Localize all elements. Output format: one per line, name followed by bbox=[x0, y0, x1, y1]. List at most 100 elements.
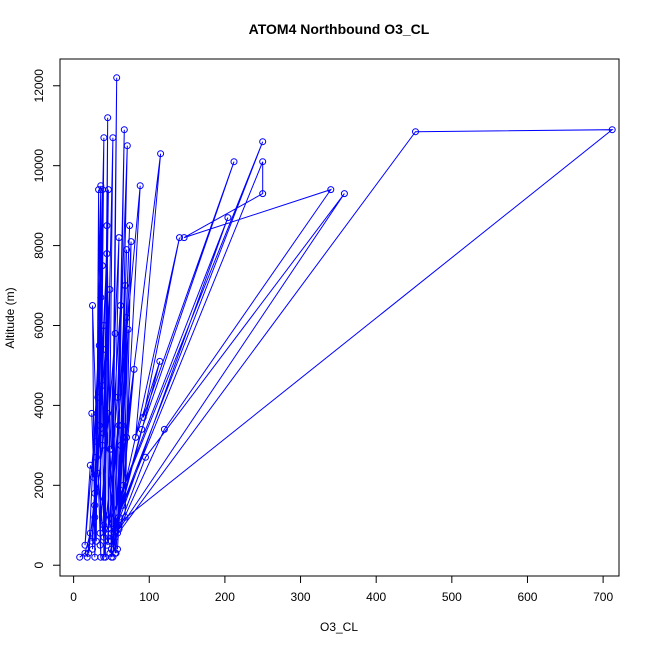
data-point bbox=[106, 549, 114, 557]
data-point bbox=[104, 114, 112, 122]
data-point bbox=[111, 533, 119, 541]
data-point bbox=[119, 501, 127, 509]
x-tick-label: 0 bbox=[70, 590, 77, 604]
data-point bbox=[117, 302, 124, 309]
data-point bbox=[94, 393, 102, 401]
data-point bbox=[88, 409, 96, 417]
y-tick-label: 4000 bbox=[32, 392, 46, 419]
data-point bbox=[115, 234, 123, 242]
data-point bbox=[340, 190, 348, 198]
data-point bbox=[142, 453, 149, 461]
x-tick-label: 400 bbox=[366, 590, 386, 604]
data-point bbox=[113, 74, 121, 82]
data-point bbox=[98, 441, 106, 449]
data-point bbox=[157, 150, 165, 158]
data-point bbox=[107, 537, 115, 545]
data-point bbox=[608, 126, 616, 134]
data-point bbox=[100, 429, 108, 437]
x-axis: 0 100 200 300 400 500 600 700 bbox=[70, 576, 613, 604]
data-point bbox=[92, 537, 100, 545]
data-point bbox=[132, 433, 140, 441]
data-point bbox=[91, 513, 99, 521]
data-point bbox=[97, 294, 105, 301]
data-point bbox=[100, 521, 108, 529]
data-point bbox=[115, 513, 123, 521]
data-point bbox=[109, 134, 117, 142]
x-tick-label: 100 bbox=[139, 590, 159, 604]
data-point bbox=[160, 425, 168, 433]
data-point bbox=[97, 182, 105, 190]
data-point bbox=[106, 286, 114, 293]
data-point bbox=[138, 425, 146, 433]
data-point bbox=[121, 282, 129, 289]
x-tick-label: 600 bbox=[517, 590, 537, 604]
data-point bbox=[115, 525, 123, 533]
data-point bbox=[123, 142, 131, 150]
data-point bbox=[120, 433, 127, 441]
data-point bbox=[412, 128, 419, 136]
data-point bbox=[100, 553, 108, 561]
data-point bbox=[120, 481, 127, 489]
data-point bbox=[224, 214, 232, 222]
data-point bbox=[130, 365, 138, 373]
data-point bbox=[103, 222, 111, 230]
data-point bbox=[98, 381, 106, 389]
data-point bbox=[111, 330, 119, 337]
data-point bbox=[103, 250, 111, 258]
data-point bbox=[100, 134, 108, 142]
data-point bbox=[115, 521, 123, 529]
data-point bbox=[91, 553, 99, 561]
data-point bbox=[96, 541, 104, 549]
chart-title: ATOM4 Northbound O3_CL bbox=[249, 21, 430, 37]
y-axis: 0 2000 4000 6000 8000 10000 12000 bbox=[32, 69, 60, 569]
data-point bbox=[101, 346, 109, 353]
data-point bbox=[123, 246, 131, 254]
data-point bbox=[109, 533, 117, 541]
x-tick-label: 700 bbox=[593, 590, 613, 604]
data-point bbox=[139, 413, 147, 421]
y-axis-label: Altitude (m) bbox=[3, 287, 17, 348]
data-point bbox=[104, 537, 112, 545]
data-point bbox=[104, 409, 112, 417]
data-point bbox=[95, 342, 103, 349]
data-point bbox=[180, 234, 188, 242]
data-point bbox=[86, 529, 94, 537]
data-point bbox=[327, 186, 335, 194]
x-axis-label: O3_CL bbox=[320, 620, 358, 634]
data-point bbox=[88, 537, 96, 545]
y-tick-label: 6000 bbox=[32, 312, 46, 339]
data-point bbox=[127, 238, 135, 246]
data-point bbox=[259, 190, 267, 198]
data-point bbox=[85, 549, 93, 557]
data-point bbox=[89, 545, 96, 553]
x-tick-label: 500 bbox=[442, 590, 462, 604]
data-point bbox=[259, 138, 267, 146]
y-tick-label: 8000 bbox=[32, 232, 46, 259]
data-point bbox=[259, 158, 267, 166]
data-point bbox=[89, 302, 96, 309]
data-point bbox=[123, 433, 131, 441]
data-point bbox=[107, 545, 115, 553]
data-point bbox=[118, 421, 126, 429]
x-tick-label: 200 bbox=[215, 590, 235, 604]
data-point bbox=[103, 541, 111, 549]
data-point bbox=[94, 469, 102, 477]
y-tick-label: 10000 bbox=[32, 149, 46, 183]
y-tick-label: 0 bbox=[32, 562, 46, 569]
plot-frame bbox=[59, 58, 620, 577]
data-point bbox=[92, 453, 100, 461]
data-point bbox=[126, 222, 134, 230]
data-point bbox=[100, 322, 108, 329]
data-point bbox=[156, 357, 164, 365]
data-point bbox=[136, 182, 144, 190]
series-layer bbox=[76, 74, 616, 561]
data-point bbox=[76, 553, 84, 561]
data-point bbox=[100, 533, 108, 541]
data-point bbox=[124, 326, 132, 333]
x-tick-label: 300 bbox=[291, 590, 311, 604]
data-point bbox=[117, 441, 124, 449]
data-point bbox=[89, 473, 97, 481]
data-point bbox=[176, 234, 183, 242]
data-point bbox=[104, 186, 112, 194]
y-tick-label: 2000 bbox=[32, 472, 46, 499]
